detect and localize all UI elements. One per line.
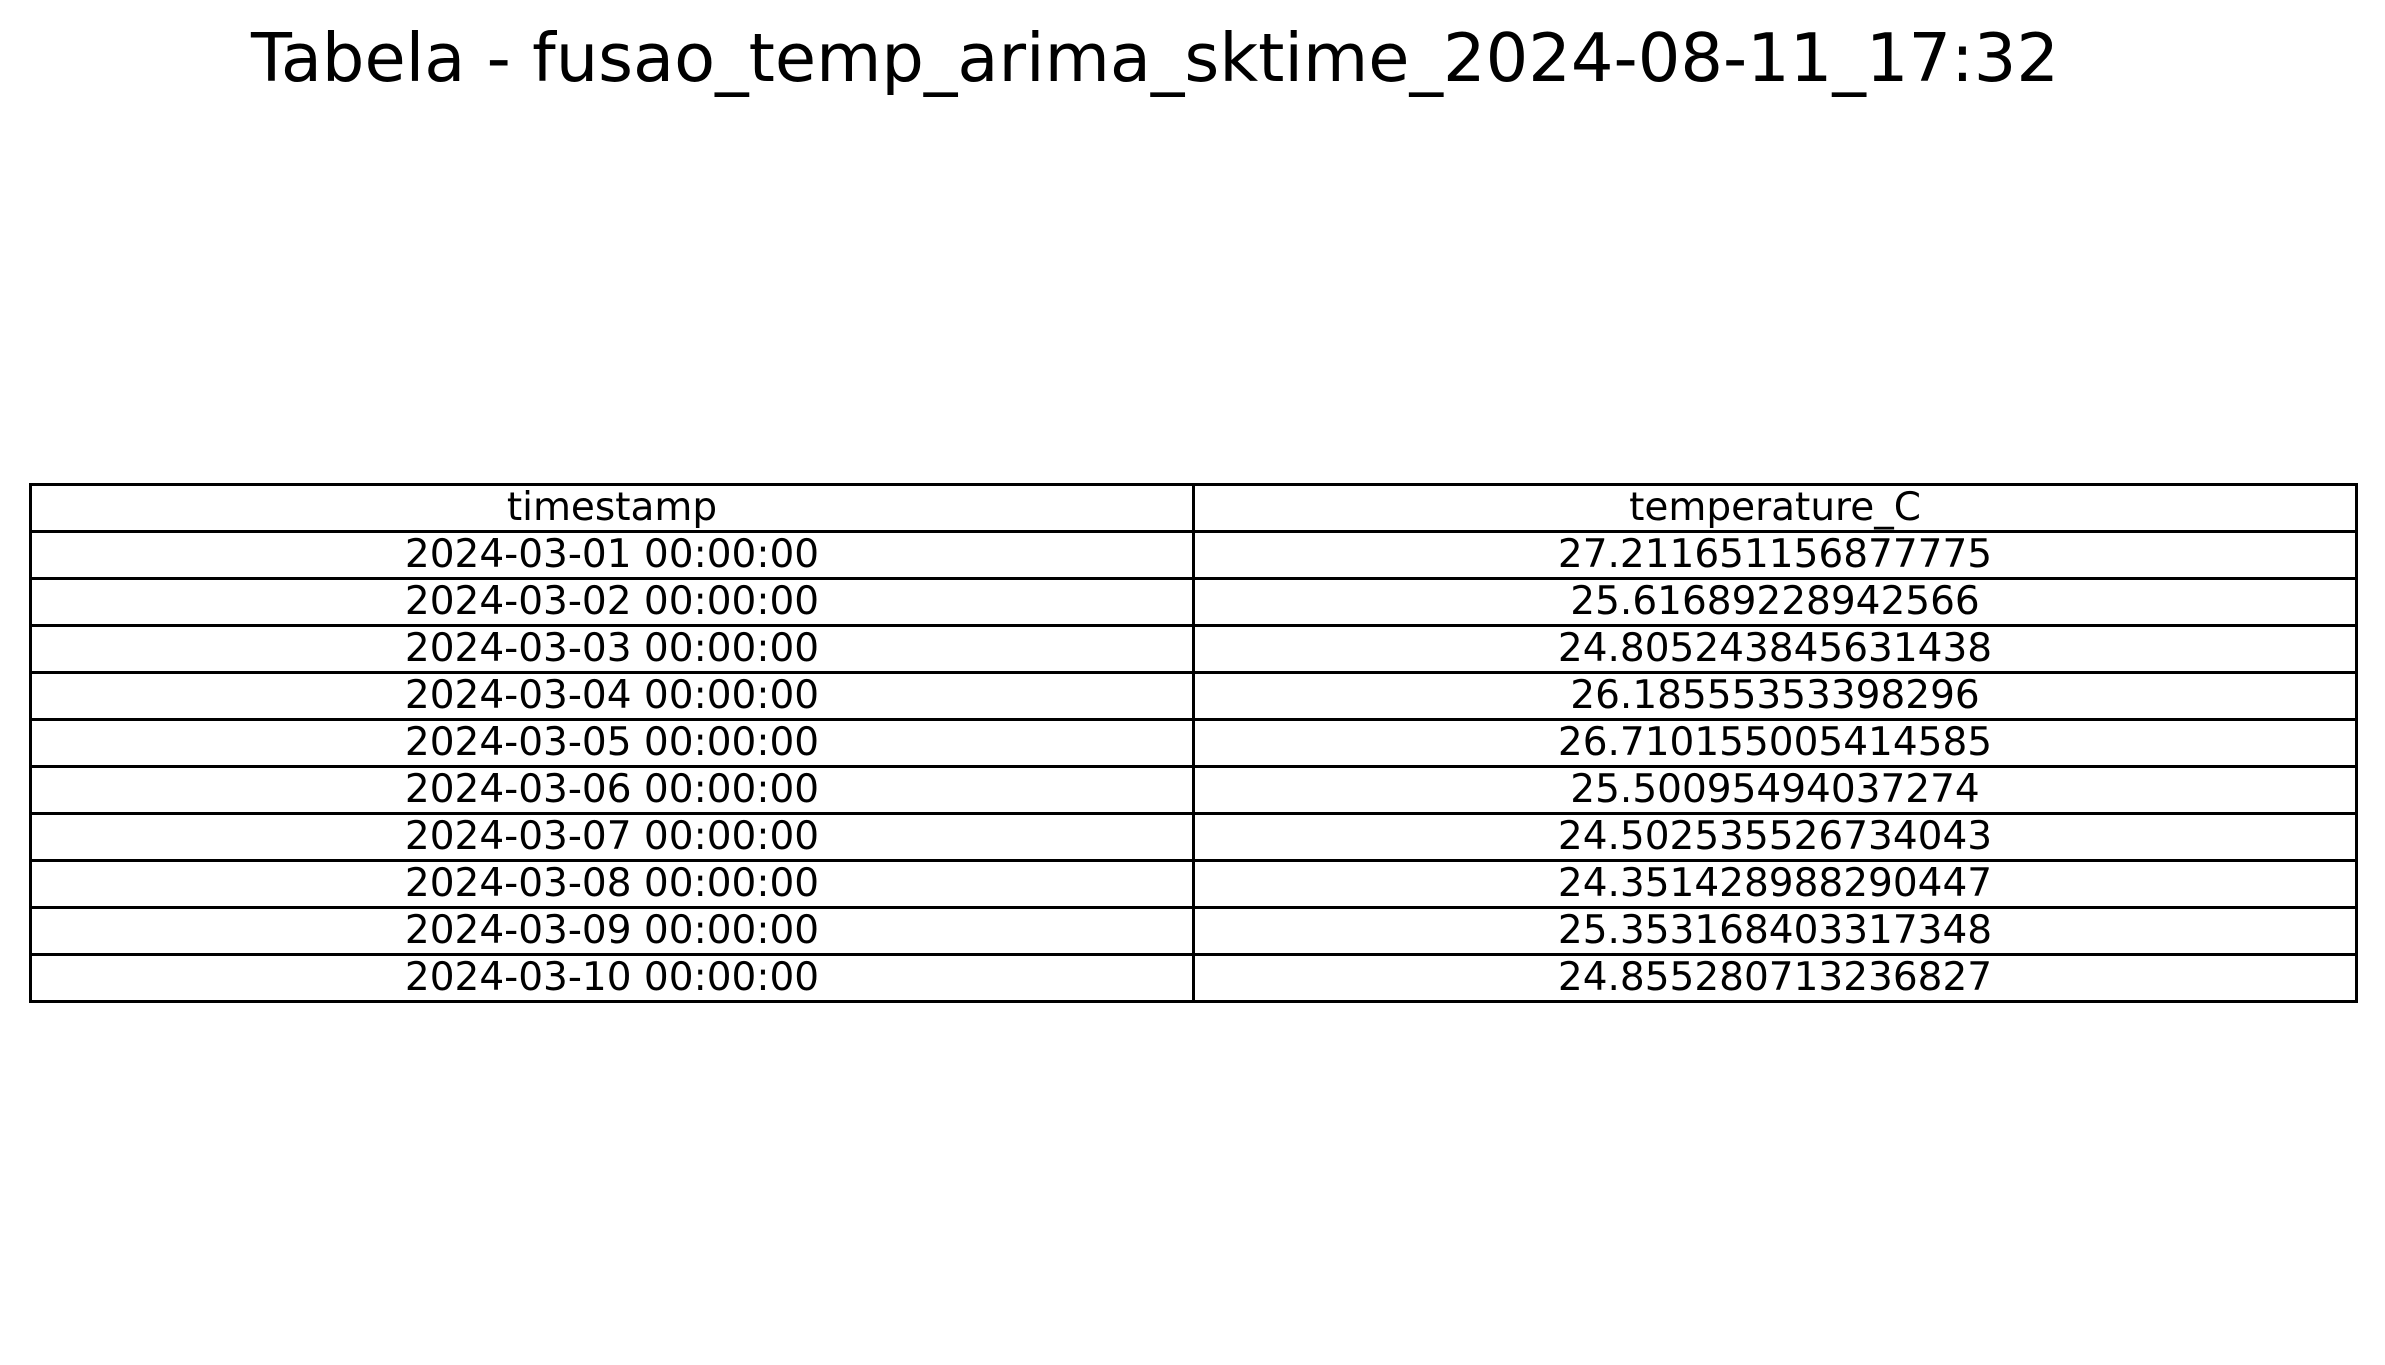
cell-temperature: 26.18555353398296 — [1192, 671, 2358, 721]
data-table: timestamp temperature_C 2024-03-01 00:00… — [29, 483, 2358, 1003]
header-row: timestamp temperature_C — [29, 483, 2358, 533]
cell-timestamp: 2024-03-03 00:00:00 — [29, 624, 1195, 674]
table-row: 2024-03-10 00:00:00 24.855280713236827 — [29, 953, 2358, 1003]
cell-temperature: 25.353168403317348 — [1192, 906, 2358, 956]
table-row: 2024-03-05 00:00:00 26.710155005414585 — [29, 718, 2358, 768]
cell-temperature: 24.805243845631438 — [1192, 624, 2358, 674]
cell-temperature: 25.50095494037274 — [1192, 765, 2358, 815]
table-body: 2024-03-01 00:00:00 27.211651156877775 2… — [29, 530, 2358, 1003]
table-row: 2024-03-04 00:00:00 26.18555353398296 — [29, 671, 2358, 721]
table-header: timestamp temperature_C — [29, 483, 2358, 533]
cell-temperature: 26.710155005414585 — [1192, 718, 2358, 768]
table-row: 2024-03-02 00:00:00 25.61689228942566 — [29, 577, 2358, 627]
cell-timestamp: 2024-03-09 00:00:00 — [29, 906, 1195, 956]
table-row: 2024-03-06 00:00:00 25.50095494037274 — [29, 765, 2358, 815]
table-row: 2024-03-03 00:00:00 24.805243845631438 — [29, 624, 2358, 674]
cell-timestamp: 2024-03-06 00:00:00 — [29, 765, 1195, 815]
cell-timestamp: 2024-03-10 00:00:00 — [29, 953, 1195, 1003]
column-header-temperature: temperature_C — [1192, 483, 2358, 533]
table-row: 2024-03-09 00:00:00 25.353168403317348 — [29, 906, 2358, 956]
cell-timestamp: 2024-03-01 00:00:00 — [29, 530, 1195, 580]
table-row: 2024-03-08 00:00:00 24.351428988290447 — [29, 859, 2358, 909]
cell-timestamp: 2024-03-07 00:00:00 — [29, 812, 1195, 862]
cell-temperature: 27.211651156877775 — [1192, 530, 2358, 580]
cell-timestamp: 2024-03-02 00:00:00 — [29, 577, 1195, 627]
cell-temperature: 24.502535526734043 — [1192, 812, 2358, 862]
chart-title: Tabela - fusao_temp_arima_sktime_2024-08… — [251, 19, 2059, 97]
table-row: 2024-03-01 00:00:00 27.211651156877775 — [29, 530, 2358, 580]
cell-timestamp: 2024-03-04 00:00:00 — [29, 671, 1195, 721]
cell-temperature: 25.61689228942566 — [1192, 577, 2358, 627]
column-header-timestamp: timestamp — [29, 483, 1195, 533]
cell-timestamp: 2024-03-08 00:00:00 — [29, 859, 1195, 909]
table-row: 2024-03-07 00:00:00 24.502535526734043 — [29, 812, 2358, 862]
cell-temperature: 24.351428988290447 — [1192, 859, 2358, 909]
cell-temperature: 24.855280713236827 — [1192, 953, 2358, 1003]
cell-timestamp: 2024-03-05 00:00:00 — [29, 718, 1195, 768]
